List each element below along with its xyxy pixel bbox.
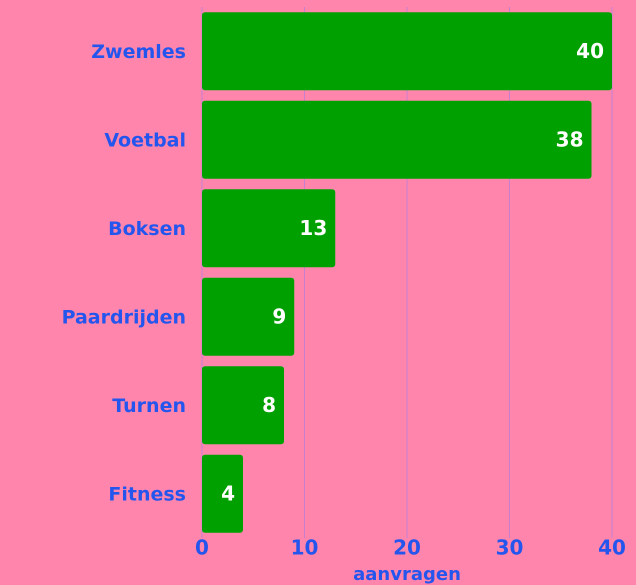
x-tick-label: 10	[291, 536, 319, 560]
x-tick-label: 20	[393, 536, 421, 560]
value-label: 4	[221, 481, 235, 505]
x-axis-label: aanvragen	[353, 564, 461, 585]
x-tick-label: 0	[195, 536, 209, 560]
bar	[202, 12, 612, 91]
value-label: 40	[576, 39, 604, 63]
value-label: 8	[262, 393, 276, 417]
value-label: 38	[556, 127, 584, 151]
value-label: 13	[299, 216, 327, 240]
y-tick-label: Paardrijden	[62, 306, 186, 328]
bar	[202, 277, 295, 356]
x-tick-label: 40	[598, 536, 626, 560]
y-tick-label: Voetbal	[104, 129, 186, 151]
bar	[202, 366, 284, 445]
y-tick-label: Zwemles	[91, 41, 186, 63]
x-tick-label: 30	[496, 536, 524, 560]
bar	[202, 454, 243, 533]
y-tick-label: Turnen	[112, 395, 186, 417]
y-tick-label: Boksen	[108, 218, 186, 240]
bar	[202, 100, 592, 179]
value-label: 9	[272, 304, 286, 328]
y-tick-label: Fitness	[108, 483, 186, 505]
bar	[202, 189, 336, 268]
